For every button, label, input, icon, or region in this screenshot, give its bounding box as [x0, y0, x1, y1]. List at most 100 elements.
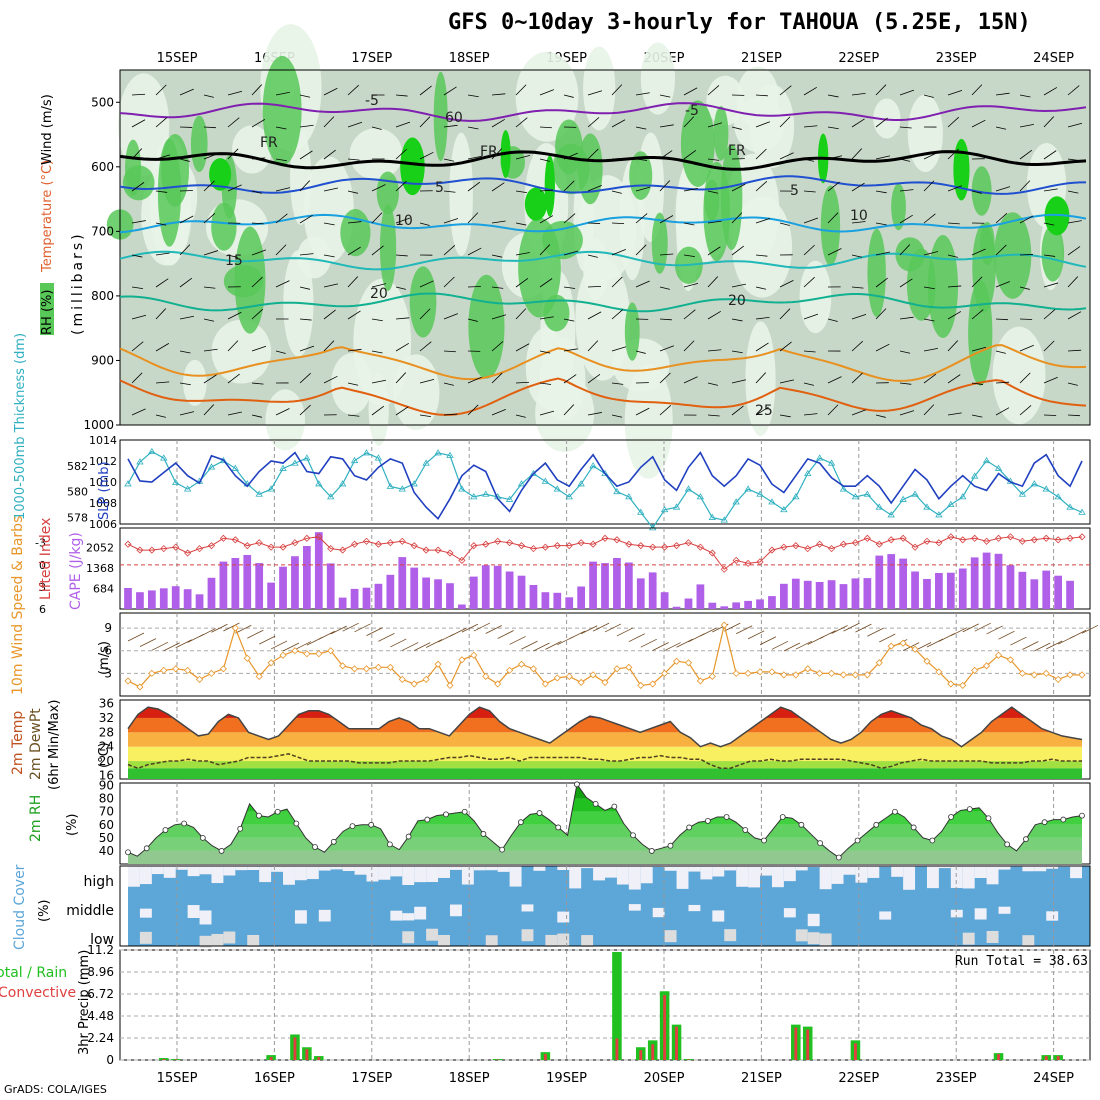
- wind-barb: [707, 85, 720, 96]
- thickness-point: [827, 459, 836, 466]
- li-point: [768, 546, 776, 554]
- minmax-label: (6hr Min/Max): [47, 700, 62, 790]
- cloud-middle-gap: [390, 910, 403, 921]
- cape-bar: [374, 583, 383, 609]
- wind-barb: [995, 126, 1007, 130]
- cloud-high-gap: [283, 866, 295, 885]
- thickness-point: [601, 469, 609, 476]
- wind-barb-10m: [402, 642, 419, 651]
- wind-barb: [875, 414, 886, 418]
- wind-speed-point: [720, 621, 728, 629]
- wind-barb: [1067, 158, 1080, 161]
- cape-bar: [1066, 580, 1074, 609]
- rh-legend-swatch: [40, 283, 54, 335]
- li-point: [303, 534, 311, 542]
- wind-barb: [923, 373, 937, 384]
- cloud-high-gap: [223, 866, 236, 876]
- pressure-tick: 1000: [83, 418, 114, 432]
- wind-barb: [539, 126, 552, 129]
- wind-speed-point: [1054, 675, 1062, 683]
- rh-moist-area: [234, 226, 266, 334]
- wind-barb: [179, 158, 190, 162]
- wind-barb: [155, 343, 170, 352]
- wind-barb: [251, 308, 263, 320]
- wind-speed-point: [816, 669, 824, 677]
- date-label-bottom: 20SEP: [644, 1071, 685, 1086]
- thickness-point: [315, 480, 323, 487]
- date-label-bottom: 17SEP: [351, 1071, 392, 1086]
- wind-barb: [611, 309, 624, 320]
- slp-label: SLP (mb): [97, 461, 112, 520]
- wind-barb-10m: [497, 630, 514, 639]
- thickness-point: [875, 503, 883, 510]
- wind-barb: [491, 372, 503, 384]
- wind-barb: [755, 372, 767, 384]
- date-label-bottom: 16SEP: [254, 1071, 295, 1086]
- cloud-high-gap: [891, 866, 904, 877]
- cloud-low-gap: [402, 931, 415, 944]
- date-label-bottom: 19SEP: [546, 1071, 587, 1086]
- wind-barb: [539, 316, 554, 320]
- wind-speed-point: [661, 669, 669, 677]
- wind-barb: [347, 276, 359, 288]
- wind-speed-point: [529, 665, 538, 673]
- cloud-high-gap: [485, 866, 498, 871]
- li-point: [1018, 537, 1026, 545]
- thickness-point: [744, 485, 752, 492]
- li-point: [517, 542, 526, 550]
- wind-speed-point: [315, 650, 323, 658]
- rh-point: [461, 808, 468, 815]
- temp-band: [128, 732, 1082, 747]
- cloud-high-gap: [676, 866, 689, 889]
- li-point: [267, 543, 275, 551]
- wind-barb: [539, 244, 551, 256]
- thickness-line: [127, 450, 1083, 529]
- wind-barb: [1043, 150, 1057, 160]
- wind-barb-10m: [270, 640, 288, 650]
- li-point: [696, 543, 704, 551]
- rh-point: [948, 814, 954, 820]
- wind-barb-10m: [867, 627, 884, 637]
- cloud-middle-gap: [139, 908, 152, 918]
- contour-label: 10: [395, 213, 413, 229]
- wind-barb: [563, 180, 575, 192]
- li-point: [279, 543, 287, 551]
- rh-band: [128, 811, 1082, 825]
- li-point: [816, 540, 824, 548]
- cloud-high-gap: [187, 866, 200, 877]
- wind-barb: [731, 350, 743, 354]
- rh-moist-area: [409, 266, 437, 338]
- wind-barb: [851, 313, 867, 320]
- wind-barb: [491, 408, 506, 416]
- wind-barb: [731, 245, 744, 256]
- wind-barb: [539, 278, 553, 288]
- wind-barb: [1043, 376, 1058, 384]
- thickness-point: [970, 472, 979, 479]
- wind-barb: [419, 341, 432, 352]
- cloud-middle-gap: [652, 907, 665, 918]
- wind-barb: [971, 248, 986, 256]
- wind-barb: [779, 308, 791, 320]
- temp-tick: 20: [99, 754, 114, 768]
- wind-barb: [347, 414, 360, 417]
- precip-convective-bar: [675, 1026, 678, 1060]
- wind-barb: [371, 245, 384, 256]
- li-point: [887, 536, 895, 544]
- wind-barb: [299, 180, 311, 192]
- precip-tick: 6.72: [87, 987, 114, 1001]
- rh-point: [555, 824, 562, 831]
- wind-barb: [251, 119, 266, 128]
- wind-barb-10m: [1010, 636, 1027, 646]
- wind-barb: [491, 286, 504, 289]
- wind-barb: [515, 252, 530, 256]
- wind-barb-10m: [855, 623, 872, 633]
- li-point: [1054, 536, 1062, 544]
- date-label-top: 21SEP: [741, 51, 782, 66]
- rh-tick: 80: [99, 792, 114, 806]
- wind-barb: [659, 372, 671, 384]
- wind-barb: [803, 217, 819, 224]
- cloud-middle-gap: [712, 910, 725, 922]
- wind-barb: [227, 340, 239, 352]
- wind-barb: [947, 340, 959, 352]
- wind-barb: [611, 382, 624, 385]
